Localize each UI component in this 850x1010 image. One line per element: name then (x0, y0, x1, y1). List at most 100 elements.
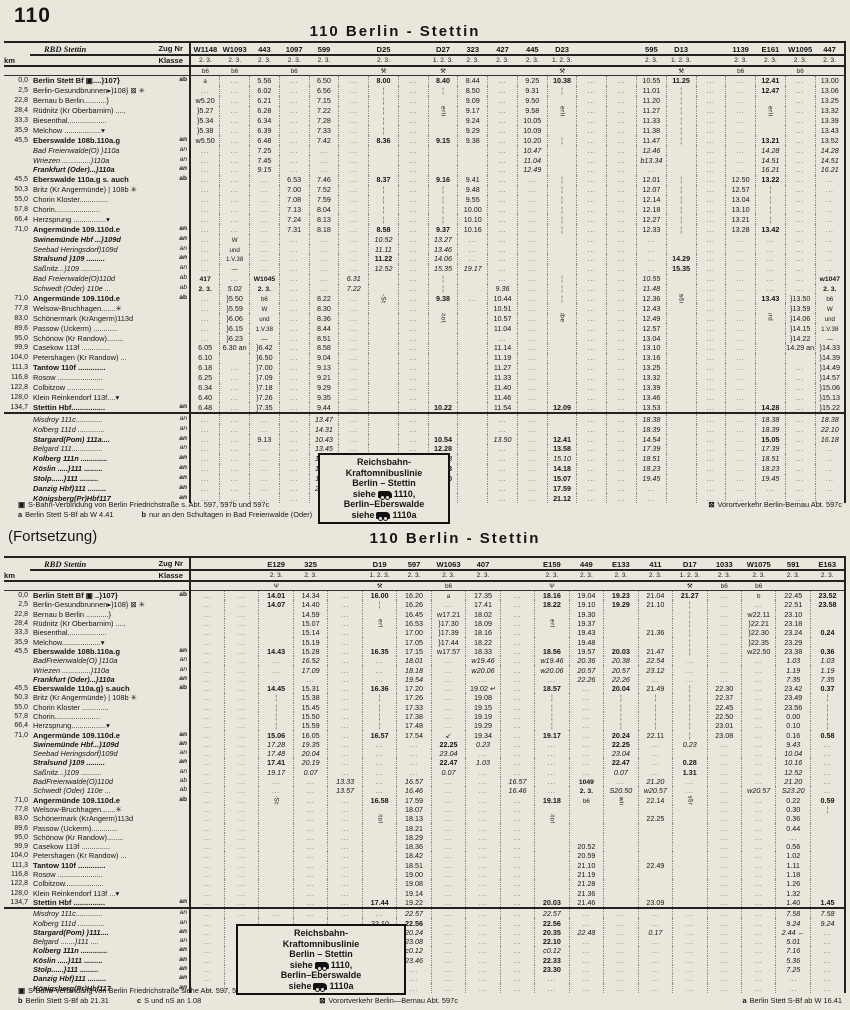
time-cell: ... (258, 656, 294, 666)
time-cell: ... (361, 665, 397, 675)
time-cell: 18.39 (635, 424, 667, 435)
time-cell: ... (576, 382, 607, 393)
time-cell: ... (430, 974, 466, 984)
time-cell: ... (278, 303, 310, 314)
time-cell: ... (397, 254, 429, 264)
train-number: W1093 (219, 41, 250, 55)
time-cell: 11.40 (487, 382, 518, 393)
time-cell: ... (606, 443, 637, 454)
station-cell: Stralsund }109 ......... an (30, 254, 191, 264)
time-cell: ... (361, 758, 397, 768)
time-cell: ... (706, 974, 742, 984)
time-cell: ... (189, 204, 220, 215)
time-cell: 16.20 (396, 590, 432, 601)
time-cell: 22.50 (706, 711, 742, 722)
time-cell: 21.36 (568, 888, 604, 898)
time-cell: 19.17 (457, 263, 488, 274)
km-value: 116,8 (11, 374, 28, 382)
time-cell (534, 842, 570, 852)
time-cell: ... (487, 463, 518, 474)
time-cell: ... (397, 443, 429, 454)
time-cell: ... (603, 946, 639, 956)
time-cell: 18.13 (396, 814, 432, 824)
time-cell: 19.15 (465, 702, 501, 712)
time-cell: ... (258, 786, 294, 796)
km-value: 122,8 (10, 384, 28, 392)
time-cell: ... (189, 234, 220, 245)
time-cell (457, 413, 488, 425)
station-cell: Melchow...................▾ (30, 637, 191, 647)
train-class: 2. 3. (755, 54, 786, 66)
train-class (576, 54, 607, 66)
time-cell (457, 155, 488, 166)
footnotes-table2: ▣ S-Bahn-Verbindung von Berlin Friedrichs… (18, 986, 842, 1005)
time-cell: 13.21 (755, 135, 786, 146)
route-label: Stolp (439, 313, 447, 324)
time-cell: ... (606, 95, 637, 106)
time-cell: ... (278, 95, 310, 106)
time-cell (368, 333, 399, 344)
time-cell: 23.24 (775, 628, 811, 638)
station-row: 89,6 Passow (Uckerm) ...............}6.15… (4, 323, 846, 334)
time-cell: 11.38 (635, 125, 667, 136)
time-cell: ... (249, 244, 280, 255)
time-cell: ... (695, 204, 726, 215)
time-cell: ¦ (672, 646, 708, 657)
time-cell: ... (338, 184, 369, 195)
bus-icon (377, 490, 392, 500)
station-row: 104,0 Petershagen (Kr Randow) ...........… (4, 851, 846, 861)
time-cell: ... (784, 224, 816, 235)
time-cell: ... (576, 453, 607, 464)
time-cell: ... (814, 174, 846, 185)
km-value: 0,0 (18, 77, 28, 85)
time-cell: ... (740, 869, 776, 880)
time-cell: 7.22 (338, 283, 369, 294)
continuation-label: (Fortsetzung) (8, 528, 98, 545)
train-class: 2. 3. (219, 54, 250, 66)
time-cell: ... (430, 823, 466, 833)
time-cell: ... (568, 908, 604, 919)
time-cell: 7.08 (278, 194, 310, 205)
time-cell: ... (635, 263, 667, 274)
time-cell: 1.32 (775, 888, 811, 898)
busbox-line3: Berlin – Stettin (352, 478, 416, 488)
station-cell: Tantow 110f ............. (30, 860, 191, 870)
time-cell: 16.18 (814, 434, 846, 444)
time-cell: 21.10 (637, 600, 673, 610)
time-cell: ... (784, 473, 816, 484)
train-symbol (338, 65, 369, 76)
time-cell: 9.41 (457, 174, 488, 185)
time-cell: ... (672, 786, 708, 796)
time-cell: ¦ (672, 721, 708, 731)
time-cell: 18.22 (465, 637, 501, 647)
time-cell: 7.45 (249, 155, 280, 166)
time-cell: Berlin (427, 105, 458, 116)
time-cell: ... (740, 814, 776, 824)
station-cell: Belgard 111............... an (30, 443, 191, 454)
time-cell: ... (725, 293, 756, 304)
time-cell: 1.11 (775, 860, 811, 870)
time-cell: ... (725, 115, 756, 126)
station-cell: Chorin...................... (30, 711, 191, 722)
time-cell: 20.24 (603, 730, 639, 740)
time-cell: W (219, 234, 250, 245)
time-cell: ¦ (546, 135, 577, 146)
time-cell: ... (189, 434, 220, 444)
time-cell: ... (534, 674, 570, 684)
time-cell: w5.20 (189, 95, 220, 106)
time-cell (361, 869, 397, 880)
time-cell: ... (725, 372, 756, 383)
time-cell: ... (706, 656, 742, 666)
time-cell: ... (576, 372, 607, 383)
time-cell: ... (397, 372, 429, 383)
time-cell: ... (606, 135, 637, 146)
time-cell: ... (219, 165, 250, 175)
time-cell: ... (695, 413, 726, 425)
time-cell: ¦ (427, 283, 458, 294)
station-cell: Köslin .....}111 ......... an (30, 463, 191, 474)
time-cell: ... (695, 303, 726, 314)
time-cell: 14.29 (665, 254, 697, 264)
train-symbol (396, 580, 432, 591)
time-cell: ... (695, 283, 726, 294)
train-number: E133 (603, 556, 639, 570)
